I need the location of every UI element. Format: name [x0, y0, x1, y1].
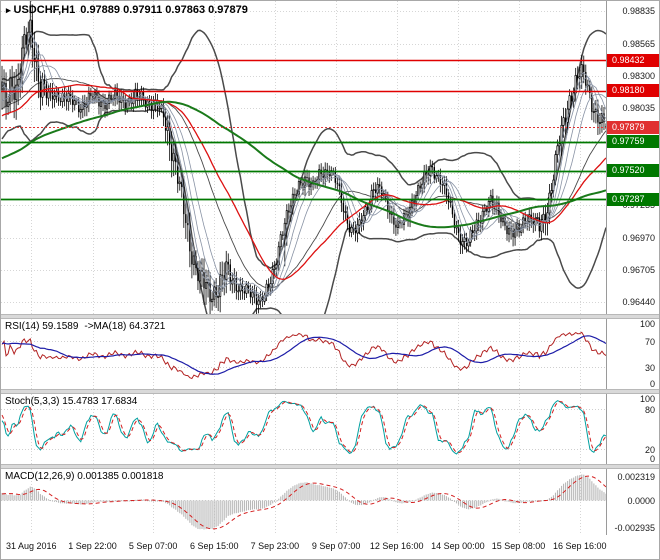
macd-ytick: 0.0000 [627, 495, 655, 506]
rsi-ytick: 70 [644, 336, 655, 347]
macd-ytick: -0.002935 [614, 523, 655, 533]
current-price-tag: 0.97879 [607, 120, 659, 134]
macd-title: MACD(12,26,9) 0.001385 0.001818 [5, 471, 163, 482]
main-chart-canvas[interactable] [1, 1, 607, 314]
stoch-axis-border [606, 394, 607, 464]
resistance-price-tag[interactable]: 0.98180 [607, 84, 659, 98]
stochastic-title: Stoch(5,3,3) 15.4783 17.6834 [5, 396, 137, 407]
stochastic-panel: Stoch(5,3,3) 15.4783 17.6834 100 80 20 0 [1, 394, 659, 464]
main-ytick: 0.98835 [622, 6, 655, 17]
stoch-ytick: 20 [644, 444, 655, 455]
time-axis-label: 1 Sep 22:00 [68, 541, 117, 551]
resistance-price-tag[interactable]: 0.98432 [607, 53, 659, 67]
chart-ohlc-values: 0.97889 0.97911 0.97863 0.97879 [80, 4, 248, 16]
main-ytick: 0.96970 [622, 232, 655, 243]
time-axis-label: 6 Sep 15:00 [190, 541, 239, 551]
stoch-ytick: 100 [639, 394, 655, 404]
rsi-panel: RSI(14) 59.1589 ->MA(18) 64.3721 100 70 3… [1, 319, 659, 389]
rsi-ytick: 100 [639, 319, 655, 329]
rsi-title-main: RSI(14) 59.1589 [5, 321, 79, 332]
macd-ytick: 0.002319 [617, 472, 655, 482]
stochastic-canvas[interactable] [1, 394, 607, 464]
rsi-title-ma: ->MA(18) 64.3721 [84, 321, 166, 332]
rsi-canvas[interactable] [1, 319, 607, 389]
stoch-ytick: 0 [649, 454, 655, 464]
rsi-axis-border [606, 319, 607, 389]
chart-symbol-label: USDCHF,H1 [13, 4, 76, 16]
time-axis-label: 16 Sep 16:00 [552, 541, 607, 551]
price-axis-border [606, 1, 607, 314]
rsi-title: RSI(14) 59.1589 ->MA(18) 64.3721 [5, 321, 165, 332]
stoch-title-main: Stoch(5,3,3) 15.4783 17.6834 [5, 396, 138, 407]
support-price-tag[interactable]: 0.97287 [607, 192, 659, 206]
time-axis-label: 7 Sep 23:00 [250, 541, 300, 551]
support-price-tag[interactable]: 0.97759 [607, 135, 659, 149]
macd-canvas[interactable] [1, 469, 607, 535]
rsi-ytick: 0 [649, 379, 655, 389]
macd-panel: MACD(12,26,9) 0.001385 0.001818 0.002319… [1, 469, 659, 535]
panel-splitter[interactable] [1, 464, 659, 469]
panel-splitter[interactable] [1, 389, 659, 394]
time-axis-label: 5 Sep 07:00 [128, 541, 178, 551]
panel-splitter[interactable] [1, 314, 659, 319]
main-ytick: 0.98565 [622, 39, 655, 50]
main-ytick: 0.98035 [622, 103, 655, 114]
chart-symbol-icon: ▸ [6, 5, 11, 15]
main-ytick: 0.98300 [622, 71, 655, 82]
time-axis-label: 31 Aug 2016 [6, 541, 57, 551]
main-chart-panel: ▸ USDCHF,H1 0.97889 0.97911 0.97863 0.9787… [1, 1, 659, 314]
chart-title: ▸ USDCHF,H1 0.97889 0.97911 0.97863 0.9787… [6, 4, 248, 16]
macd-title-main: MACD(12,26,9) 0.001385 0.001818 [5, 471, 164, 482]
support-price-tag[interactable]: 0.97520 [607, 164, 659, 178]
time-axis-label: 14 Sep 00:00 [431, 541, 485, 551]
main-ytick: 0.96705 [622, 264, 655, 275]
macd-axis-border [606, 469, 607, 535]
time-axis[interactable]: 31 Aug 2016 1 Sep 22:00 5 Sep 07:00 6 Se… [1, 535, 659, 559]
rsi-ytick: 30 [644, 363, 655, 374]
time-axis-label: 12 Sep 16:00 [369, 541, 424, 551]
stoch-ytick: 80 [644, 405, 655, 416]
time-axis-label: 15 Sep 08:00 [491, 541, 546, 551]
time-axis-label: 9 Sep 07:00 [311, 541, 361, 551]
main-ytick: 0.96440 [622, 296, 655, 307]
